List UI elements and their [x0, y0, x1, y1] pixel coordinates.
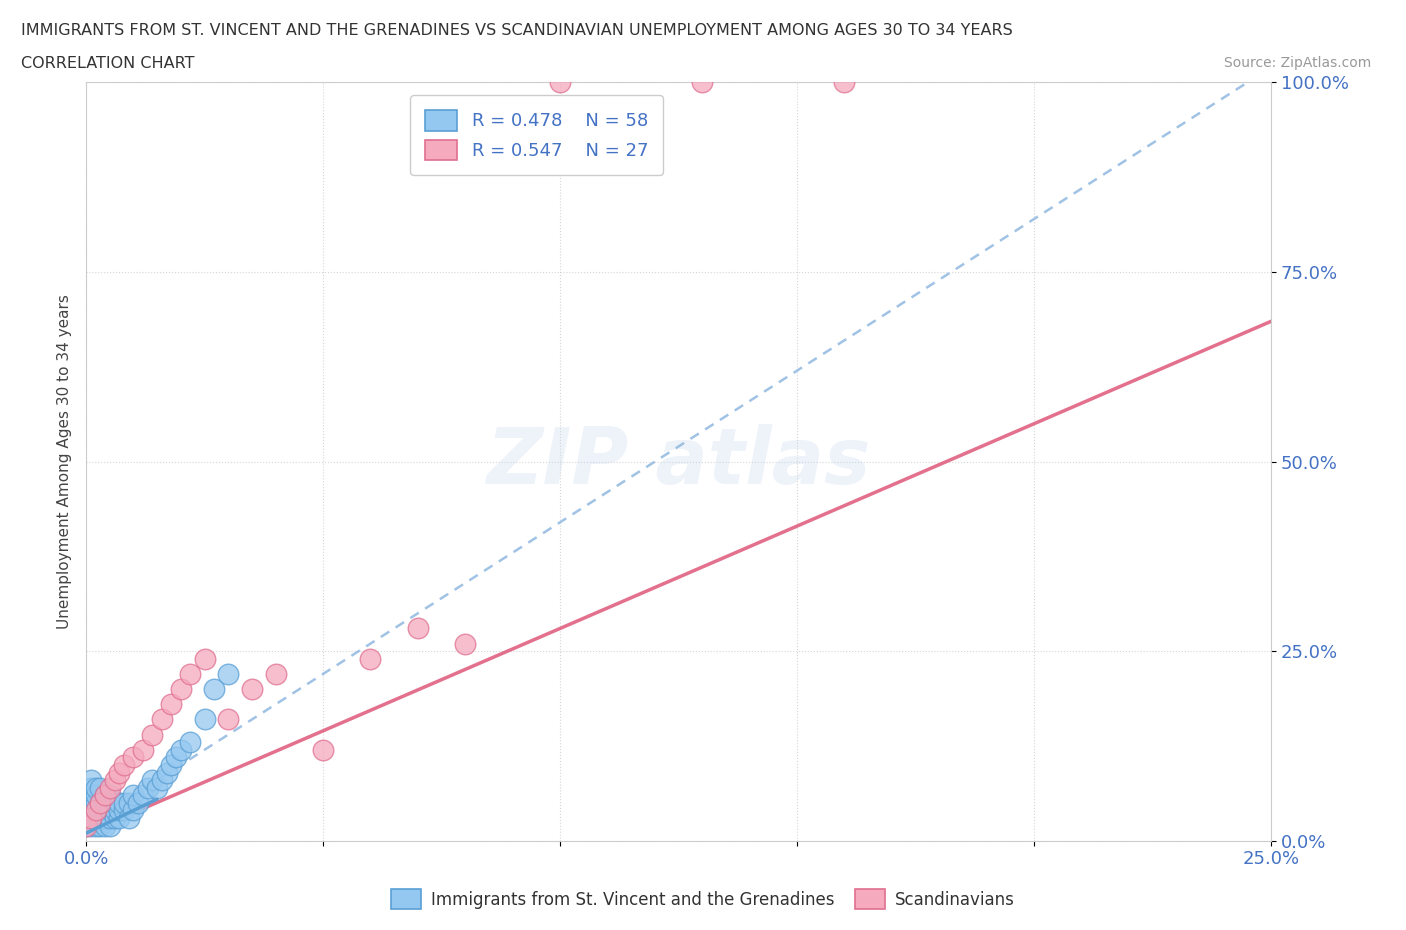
Point — [217, 667, 239, 682]
Point — [179, 667, 201, 682]
Point — [122, 788, 145, 803]
Point — [94, 818, 117, 833]
Point — [84, 803, 107, 817]
Point — [98, 780, 121, 795]
Point — [89, 818, 111, 833]
Point — [84, 788, 107, 803]
Point — [127, 795, 149, 810]
Point — [98, 811, 121, 826]
Point — [80, 803, 103, 817]
Point — [103, 803, 125, 817]
Y-axis label: Unemployment Among Ages 30 to 34 years: Unemployment Among Ages 30 to 34 years — [58, 294, 72, 629]
Point — [89, 795, 111, 810]
Point — [202, 682, 225, 697]
Point — [165, 750, 187, 764]
Point — [454, 636, 477, 651]
Point — [156, 765, 179, 780]
Point — [89, 780, 111, 795]
Point — [80, 818, 103, 833]
Point — [548, 75, 571, 90]
Point — [84, 795, 107, 810]
Point — [103, 795, 125, 810]
Point — [75, 818, 97, 833]
Text: IMMIGRANTS FROM ST. VINCENT AND THE GRENADINES VS SCANDINAVIAN UNEMPLOYMENT AMON: IMMIGRANTS FROM ST. VINCENT AND THE GREN… — [21, 23, 1012, 38]
Point — [132, 742, 155, 757]
Legend: Immigrants from St. Vincent and the Grenadines, Scandinavians: Immigrants from St. Vincent and the Gren… — [382, 881, 1024, 917]
Point — [690, 75, 713, 90]
Point — [80, 773, 103, 788]
Point — [264, 667, 287, 682]
Point — [80, 811, 103, 826]
Point — [132, 788, 155, 803]
Point — [122, 750, 145, 764]
Point — [84, 803, 107, 817]
Point — [80, 795, 103, 810]
Point — [75, 811, 97, 826]
Point — [118, 795, 141, 810]
Point — [75, 795, 97, 810]
Point — [80, 780, 103, 795]
Point — [108, 803, 131, 817]
Point — [98, 818, 121, 833]
Text: ZIP atlas: ZIP atlas — [486, 423, 870, 499]
Point — [84, 780, 107, 795]
Point — [179, 735, 201, 750]
Point — [193, 651, 215, 666]
Point — [84, 818, 107, 833]
Point — [170, 682, 193, 697]
Point — [193, 712, 215, 727]
Point — [94, 811, 117, 826]
Point — [217, 712, 239, 727]
Point — [108, 795, 131, 810]
Point — [89, 795, 111, 810]
Point — [94, 788, 117, 803]
Point — [98, 803, 121, 817]
Point — [118, 811, 141, 826]
Point — [160, 697, 183, 711]
Text: Source: ZipAtlas.com: Source: ZipAtlas.com — [1223, 56, 1371, 70]
Point — [312, 742, 335, 757]
Point — [136, 780, 159, 795]
Point — [141, 773, 163, 788]
Point — [150, 712, 173, 727]
Point — [112, 758, 135, 773]
Point — [160, 758, 183, 773]
Point — [94, 795, 117, 810]
Point — [146, 780, 169, 795]
Point — [108, 811, 131, 826]
Point — [80, 811, 103, 826]
Point — [108, 765, 131, 780]
Point — [89, 803, 111, 817]
Point — [89, 811, 111, 826]
Point — [75, 818, 97, 833]
Point — [103, 773, 125, 788]
Point — [75, 788, 97, 803]
Point — [112, 795, 135, 810]
Point — [84, 811, 107, 826]
Point — [80, 788, 103, 803]
Point — [240, 682, 263, 697]
Point — [834, 75, 856, 90]
Legend: R = 0.478    N = 58, R = 0.547    N = 27: R = 0.478 N = 58, R = 0.547 N = 27 — [411, 95, 662, 175]
Point — [406, 621, 429, 636]
Point — [75, 803, 97, 817]
Point — [122, 803, 145, 817]
Point — [112, 803, 135, 817]
Point — [170, 742, 193, 757]
Point — [141, 727, 163, 742]
Point — [94, 803, 117, 817]
Point — [103, 811, 125, 826]
Point — [94, 788, 117, 803]
Point — [359, 651, 381, 666]
Point — [150, 773, 173, 788]
Point — [98, 788, 121, 803]
Text: CORRELATION CHART: CORRELATION CHART — [21, 56, 194, 71]
